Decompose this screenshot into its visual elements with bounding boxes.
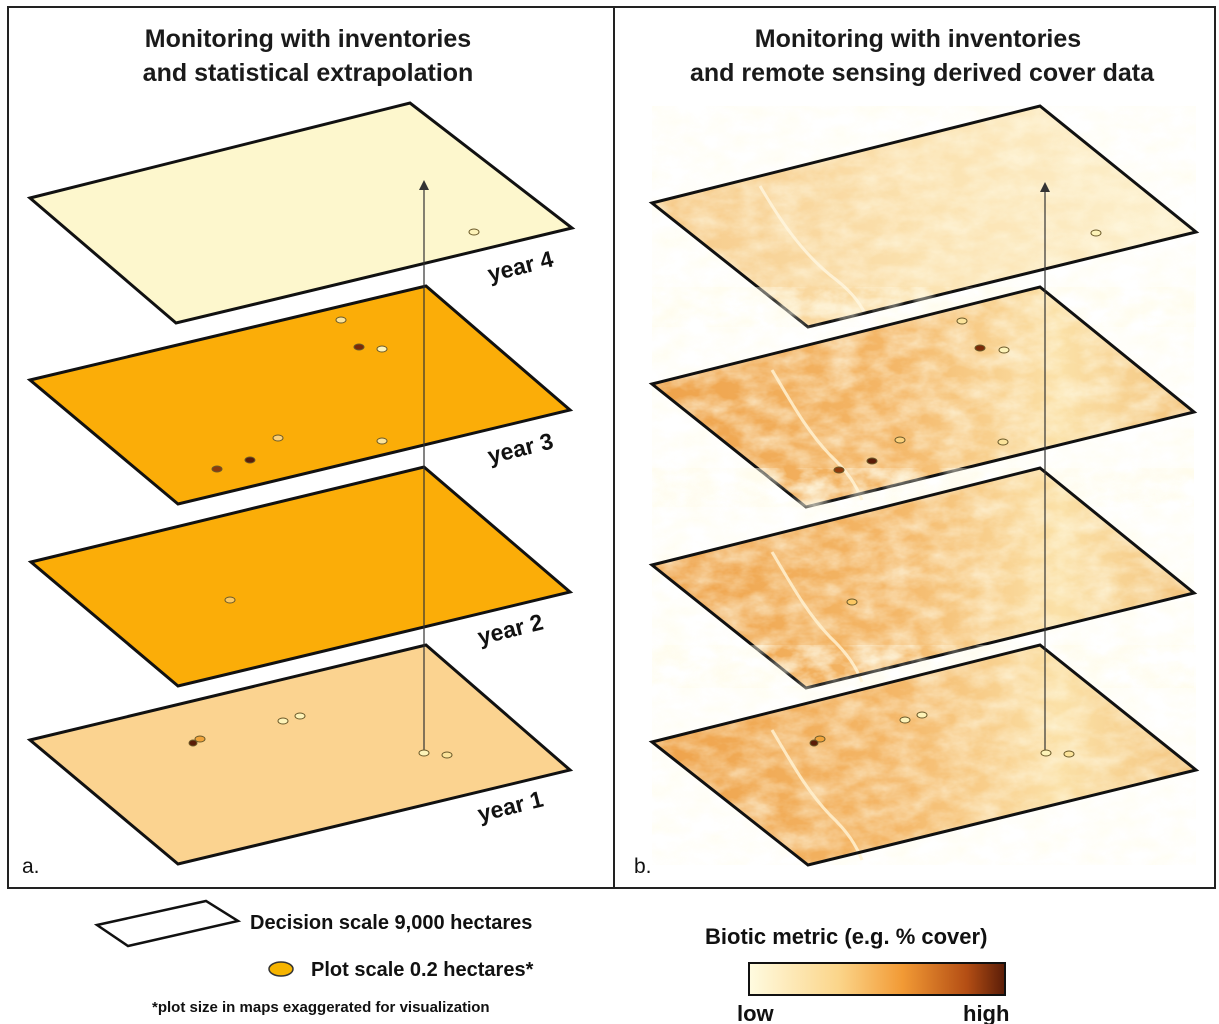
legend-footnote: *plot size in maps exaggerated for visua… [152, 999, 490, 1016]
panel-a-title-line2: and statistical extrapolation [143, 59, 474, 87]
panel-b-arrow-icon [1040, 182, 1050, 192]
panel-a-label: a. [22, 855, 40, 878]
plot-marker [894, 436, 906, 444]
plot-marker [809, 739, 819, 747]
plot-marker [1090, 229, 1102, 237]
plot-marker [998, 346, 1010, 354]
decision-scale-legend-icon [93, 899, 242, 948]
biotic-metric-title: Biotic metric (e.g. % cover) [705, 924, 987, 949]
plot-marker [211, 465, 223, 473]
panel-a-plots [188, 228, 480, 759]
plot-marker [188, 739, 198, 747]
panel-b-title-line2: and remote sensing derived cover data [690, 59, 1155, 87]
plot-marker [194, 735, 206, 743]
panel-b-title-line1: Monitoring with inventories [755, 25, 1081, 53]
plot-marker [468, 228, 480, 236]
plot-marker [956, 317, 968, 325]
plot-scale-legend-icon [268, 961, 294, 977]
panel-a-layer-year-1 [26, 643, 574, 866]
plot-marker [294, 712, 306, 720]
plot-marker [376, 345, 388, 353]
panel-a-arrow-icon [419, 180, 429, 190]
panel-b-plots [809, 229, 1102, 758]
plot-marker [899, 716, 911, 724]
ramp-high-label: high [963, 1001, 1009, 1024]
plot-marker [277, 717, 289, 725]
decision-scale-label: Decision scale 9,000 hectares [250, 912, 532, 934]
panel-a-layer-year-3 [26, 284, 574, 506]
plot-marker [272, 434, 284, 442]
plot-marker [866, 457, 878, 465]
plot-marker [846, 598, 858, 606]
plot-scale-label: Plot scale 0.2 hectares* [311, 959, 534, 981]
panel-a-layer-year-2 [27, 465, 574, 688]
plot-marker [833, 466, 845, 474]
plot-marker [353, 343, 365, 351]
plot-marker [244, 456, 256, 464]
plot-marker [441, 751, 453, 759]
panel-b-label: b. [634, 855, 652, 878]
panel-a-layer-year-4 [26, 101, 576, 325]
panel-a-title-line1: Monitoring with inventories [145, 25, 471, 53]
plot-marker [376, 437, 388, 445]
panel-b-layer-year-3 [648, 285, 1198, 509]
plot-marker [1040, 749, 1052, 757]
panel-b-layer-year-4 [648, 104, 1200, 329]
biotic-metric-color-ramp [748, 962, 1006, 996]
panel-b-layer-year-1 [648, 643, 1200, 867]
panel-b-layer-year-2 [648, 466, 1198, 690]
plot-marker [418, 749, 430, 757]
ramp-low-label: low [737, 1001, 775, 1024]
plot-marker [1063, 750, 1075, 758]
plot-marker [224, 596, 236, 604]
plot-marker [974, 344, 986, 352]
plot-marker [997, 438, 1009, 446]
plot-marker [335, 316, 347, 324]
plot-marker [916, 711, 928, 719]
